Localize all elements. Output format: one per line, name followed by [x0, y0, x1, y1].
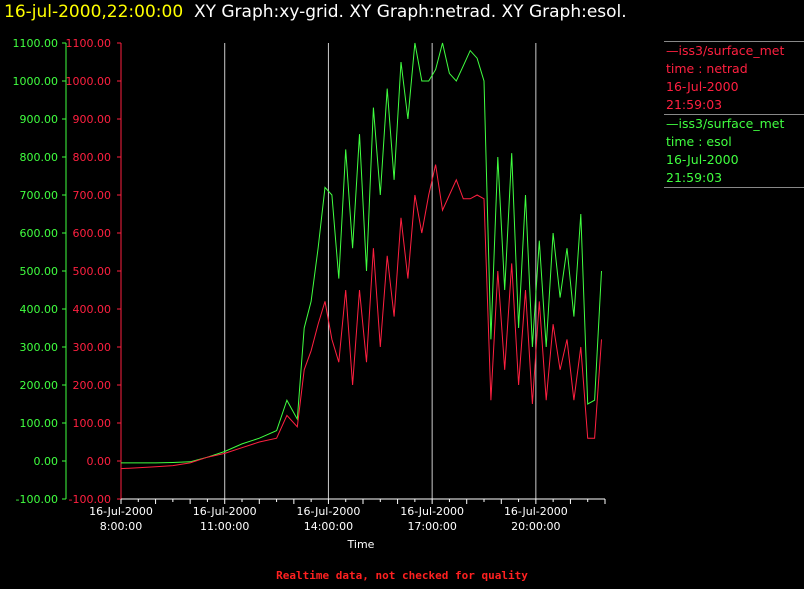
x-tick-label-date: 16-Jul-2000: [193, 505, 257, 518]
y-tick-label-esol: 200.00: [20, 379, 59, 392]
vertical-gridlines: [224, 43, 537, 499]
x-tick-label-time: 8:00:00: [100, 520, 142, 533]
y-tick-label-esol: 100.00: [20, 417, 59, 430]
axes: [65, 43, 605, 500]
series-line-esol: [121, 42, 602, 464]
x-tick-label-time: 11:00:00: [200, 520, 249, 533]
y-tick-label-netrad: 300.00: [73, 341, 112, 354]
x-tick-label-time: 20:00:00: [511, 520, 560, 533]
y-tick-label-esol: 1000.00: [13, 75, 59, 88]
title-timestamp: 16-jul-2000,22:00:00: [4, 2, 184, 22]
legend-time: 21:59:03: [666, 97, 723, 112]
x-tick-label-date: 16-Jul-2000: [297, 505, 361, 518]
y-tick-label-netrad: 800.00: [73, 151, 112, 164]
x-tick-label-date: 16-Jul-2000: [89, 505, 153, 518]
x-tick-label-time: 14:00:00: [304, 520, 353, 533]
legend: —iss3/surface_met time : netrad 16-Jul-2…: [664, 41, 804, 188]
legend-series: time : esol: [666, 134, 732, 149]
y-tick-label-netrad: 100.00: [73, 417, 112, 430]
x-tick-label-date: 16-Jul-2000: [504, 505, 568, 518]
legend-entry-netrad: —iss3/surface_met time : netrad 16-Jul-2…: [664, 41, 804, 114]
y-tick-label-esol: 500.00: [20, 265, 59, 278]
legend-entry-esol: —iss3/surface_met time : esol 16-Jul-200…: [664, 114, 804, 188]
series-lines: [120, 42, 602, 470]
y-tick-label-netrad: 0.00: [87, 455, 112, 468]
legend-source: —iss3/surface_met: [666, 116, 785, 131]
y-tick-label-esol: -100.00: [16, 493, 58, 506]
y-tick-label-esol: 400.00: [20, 303, 59, 316]
quality-note: Realtime data, not checked for quality: [276, 569, 528, 582]
y-tick-label-netrad: 600.00: [73, 227, 112, 240]
y-tick-label-esol: 300.00: [20, 341, 59, 354]
title-bar: 16-jul-2000,22:00:00 XY Graph:xy-grid. X…: [4, 2, 627, 22]
y-tick-label-netrad: 1000.00: [66, 75, 112, 88]
y-tick-label-netrad: 200.00: [73, 379, 112, 392]
y-tick-label-esol: 800.00: [20, 151, 59, 164]
legend-series: time : netrad: [666, 61, 748, 76]
legend-date: 16-Jul-2000: [666, 152, 739, 167]
y-tick-label-netrad: 1100.00: [66, 37, 112, 50]
y-tick-label-esol: 1100.00: [13, 37, 59, 50]
y-tick-label-netrad: 500.00: [73, 265, 112, 278]
y-tick-label-esol: 700.00: [20, 189, 59, 202]
y-tick-label-esol: 0.00: [34, 455, 59, 468]
y-tick-label-esol: 600.00: [20, 227, 59, 240]
series-line-netrad: [120, 164, 602, 470]
y-tick-label-netrad: 700.00: [73, 189, 112, 202]
legend-source: —iss3/surface_met: [666, 43, 785, 58]
x-tick-label-date: 16-Jul-2000: [400, 505, 464, 518]
legend-time: 21:59:03: [666, 170, 723, 185]
x-axis-title: Time: [347, 538, 375, 551]
y-tick-label-esol: 900.00: [20, 113, 59, 126]
y-tick-label-netrad: 900.00: [73, 113, 112, 126]
y-tick-label-netrad: 400.00: [73, 303, 112, 316]
y-tick-label-netrad: -100.00: [69, 493, 111, 506]
title-graphs: XY Graph:xy-grid. XY Graph:netrad. XY Gr…: [193, 2, 627, 22]
tick-labels: -100.00 -100.00 0.00 0.00 100.00 100.00 200.00…: [13, 37, 606, 551]
x-tick-label-time: 17:00:00: [407, 520, 456, 533]
legend-date: 16-Jul-2000: [666, 79, 739, 94]
